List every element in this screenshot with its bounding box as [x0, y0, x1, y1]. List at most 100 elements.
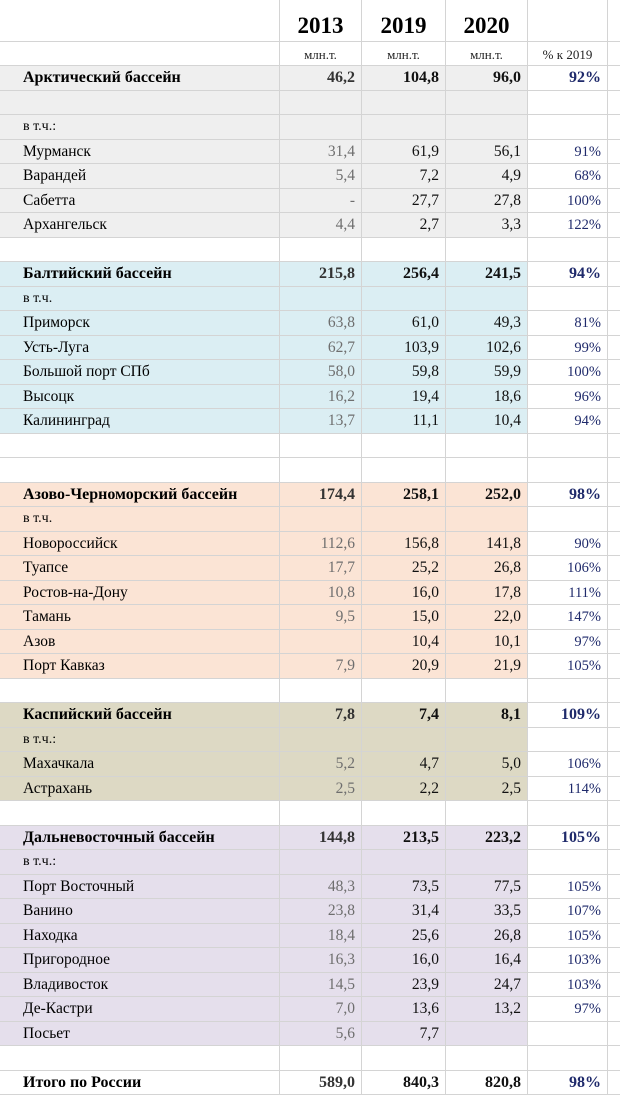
name-cell[interactable]: Порт Кавказ	[0, 654, 280, 679]
value-2019-cell[interactable]	[362, 287, 446, 312]
value-2019-cell[interactable]: 16,0	[362, 948, 446, 973]
unit-2013[interactable]: млн.т.	[280, 42, 362, 66]
pct-cell[interactable]	[528, 115, 608, 140]
value-2019-cell[interactable]: 15,0	[362, 605, 446, 630]
name-cell[interactable]	[0, 91, 280, 116]
pct-cell[interactable]	[528, 679, 608, 704]
value-2020-cell[interactable]: 13,2	[446, 997, 528, 1022]
value-2013-cell[interactable]: 31,4	[280, 140, 362, 165]
year-2020-header[interactable]: 2020	[446, 0, 528, 42]
value-2013-cell[interactable]: 9,5	[280, 605, 362, 630]
value-2019-cell[interactable]	[362, 458, 446, 483]
value-2019-cell[interactable]: 20,9	[362, 654, 446, 679]
value-2019-cell[interactable]: 23,9	[362, 973, 446, 998]
value-2013-cell[interactable]: 174,4	[280, 483, 362, 508]
value-2019-cell[interactable]	[362, 91, 446, 116]
pct-cell[interactable]: 94%	[528, 409, 608, 434]
value-2013-cell[interactable]	[280, 507, 362, 532]
value-2019-cell[interactable]	[362, 728, 446, 753]
name-cell[interactable]: Приморск	[0, 311, 280, 336]
pct-cell[interactable]: 97%	[528, 997, 608, 1022]
value-2019-cell[interactable]: 61,0	[362, 311, 446, 336]
value-2013-cell[interactable]	[280, 801, 362, 826]
value-2019-cell[interactable]: 104,8	[362, 66, 446, 91]
value-2013-cell[interactable]: 23,8	[280, 899, 362, 924]
name-cell[interactable]	[0, 679, 280, 704]
name-cell[interactable]: Азово-Черноморский бассейн	[0, 483, 280, 508]
name-cell[interactable]: Высоцк	[0, 385, 280, 410]
value-2020-cell[interactable]: 141,8	[446, 532, 528, 557]
header-blank-cell[interactable]	[0, 0, 280, 42]
name-cell[interactable]: Находка	[0, 924, 280, 949]
value-2019-cell[interactable]: 19,4	[362, 385, 446, 410]
value-2019-cell[interactable]: 7,2	[362, 164, 446, 189]
value-2013-cell[interactable]: 13,7	[280, 409, 362, 434]
value-2019-cell[interactable]	[362, 434, 446, 459]
name-cell[interactable]: в т.ч.:	[0, 850, 280, 875]
name-cell[interactable]: Варандей	[0, 164, 280, 189]
value-2020-cell[interactable]: 223,2	[446, 826, 528, 851]
value-2013-cell[interactable]	[280, 1046, 362, 1071]
value-2019-cell[interactable]: 840,3	[362, 1071, 446, 1095]
value-2013-cell[interactable]	[280, 458, 362, 483]
value-2020-cell[interactable]	[446, 434, 528, 459]
value-2020-cell[interactable]: 10,4	[446, 409, 528, 434]
value-2013-cell[interactable]	[280, 238, 362, 263]
name-cell[interactable]: Ростов-на-Дону	[0, 581, 280, 606]
value-2020-cell[interactable]	[446, 679, 528, 704]
value-2020-cell[interactable]: 8,1	[446, 703, 528, 728]
pct-cell[interactable]	[528, 287, 608, 312]
name-cell[interactable]: Тамань	[0, 605, 280, 630]
value-2013-cell[interactable]	[280, 728, 362, 753]
pct-header-blank[interactable]	[528, 0, 608, 42]
value-2019-cell[interactable]: 25,6	[362, 924, 446, 949]
value-2013-cell[interactable]: 5,4	[280, 164, 362, 189]
value-2020-cell[interactable]: 5,0	[446, 752, 528, 777]
value-2019-cell[interactable]: 103,9	[362, 336, 446, 361]
name-cell[interactable]: Владивосток	[0, 973, 280, 998]
pct-cell[interactable]	[528, 238, 608, 263]
pct-cell[interactable]: 105%	[528, 826, 608, 851]
name-cell[interactable]: Сабетта	[0, 189, 280, 214]
name-cell[interactable]: Порт Восточный	[0, 875, 280, 900]
value-2019-cell[interactable]	[362, 1046, 446, 1071]
value-2020-cell[interactable]	[446, 1022, 528, 1047]
name-cell[interactable]: Мурманск	[0, 140, 280, 165]
value-2020-cell[interactable]: 26,8	[446, 556, 528, 581]
name-cell[interactable]: Каспийский бассейн	[0, 703, 280, 728]
value-2019-cell[interactable]: 11,1	[362, 409, 446, 434]
pct-cell[interactable]	[528, 801, 608, 826]
pct-cell[interactable]: 90%	[528, 532, 608, 557]
value-2019-cell[interactable]	[362, 679, 446, 704]
value-2020-cell[interactable]: 102,6	[446, 336, 528, 361]
value-2020-cell[interactable]: 77,5	[446, 875, 528, 900]
value-2020-cell[interactable]: 10,1	[446, 630, 528, 655]
value-2019-cell[interactable]: 27,7	[362, 189, 446, 214]
year-2019-header[interactable]: 2019	[362, 0, 446, 42]
pct-cell[interactable]: 105%	[528, 875, 608, 900]
name-cell[interactable]: Большой порт СПб	[0, 360, 280, 385]
value-2013-cell[interactable]: 14,5	[280, 973, 362, 998]
value-2020-cell[interactable]	[446, 287, 528, 312]
name-cell[interactable]: Астрахань	[0, 777, 280, 802]
value-2013-cell[interactable]: 46,2	[280, 66, 362, 91]
value-2013-cell[interactable]: 7,0	[280, 997, 362, 1022]
value-2019-cell[interactable]: 7,4	[362, 703, 446, 728]
pct-cell[interactable]: 103%	[528, 948, 608, 973]
value-2020-cell[interactable]: 96,0	[446, 66, 528, 91]
value-2013-cell[interactable]	[280, 434, 362, 459]
value-2020-cell[interactable]: 56,1	[446, 140, 528, 165]
pct-cell[interactable]	[528, 1046, 608, 1071]
value-2013-cell[interactable]: 58,0	[280, 360, 362, 385]
name-cell[interactable]: Ванино	[0, 899, 280, 924]
value-2013-cell[interactable]: 589,0	[280, 1071, 362, 1095]
value-2020-cell[interactable]: 27,8	[446, 189, 528, 214]
name-cell[interactable]: Усть-Луга	[0, 336, 280, 361]
value-2020-cell[interactable]: 26,8	[446, 924, 528, 949]
value-2020-cell[interactable]: 3,3	[446, 213, 528, 238]
value-2020-cell[interactable]	[446, 1046, 528, 1071]
name-cell[interactable]: Калининград	[0, 409, 280, 434]
name-cell[interactable]: Посьет	[0, 1022, 280, 1047]
value-2020-cell[interactable]: 21,9	[446, 654, 528, 679]
value-2013-cell[interactable]: 112,6	[280, 532, 362, 557]
